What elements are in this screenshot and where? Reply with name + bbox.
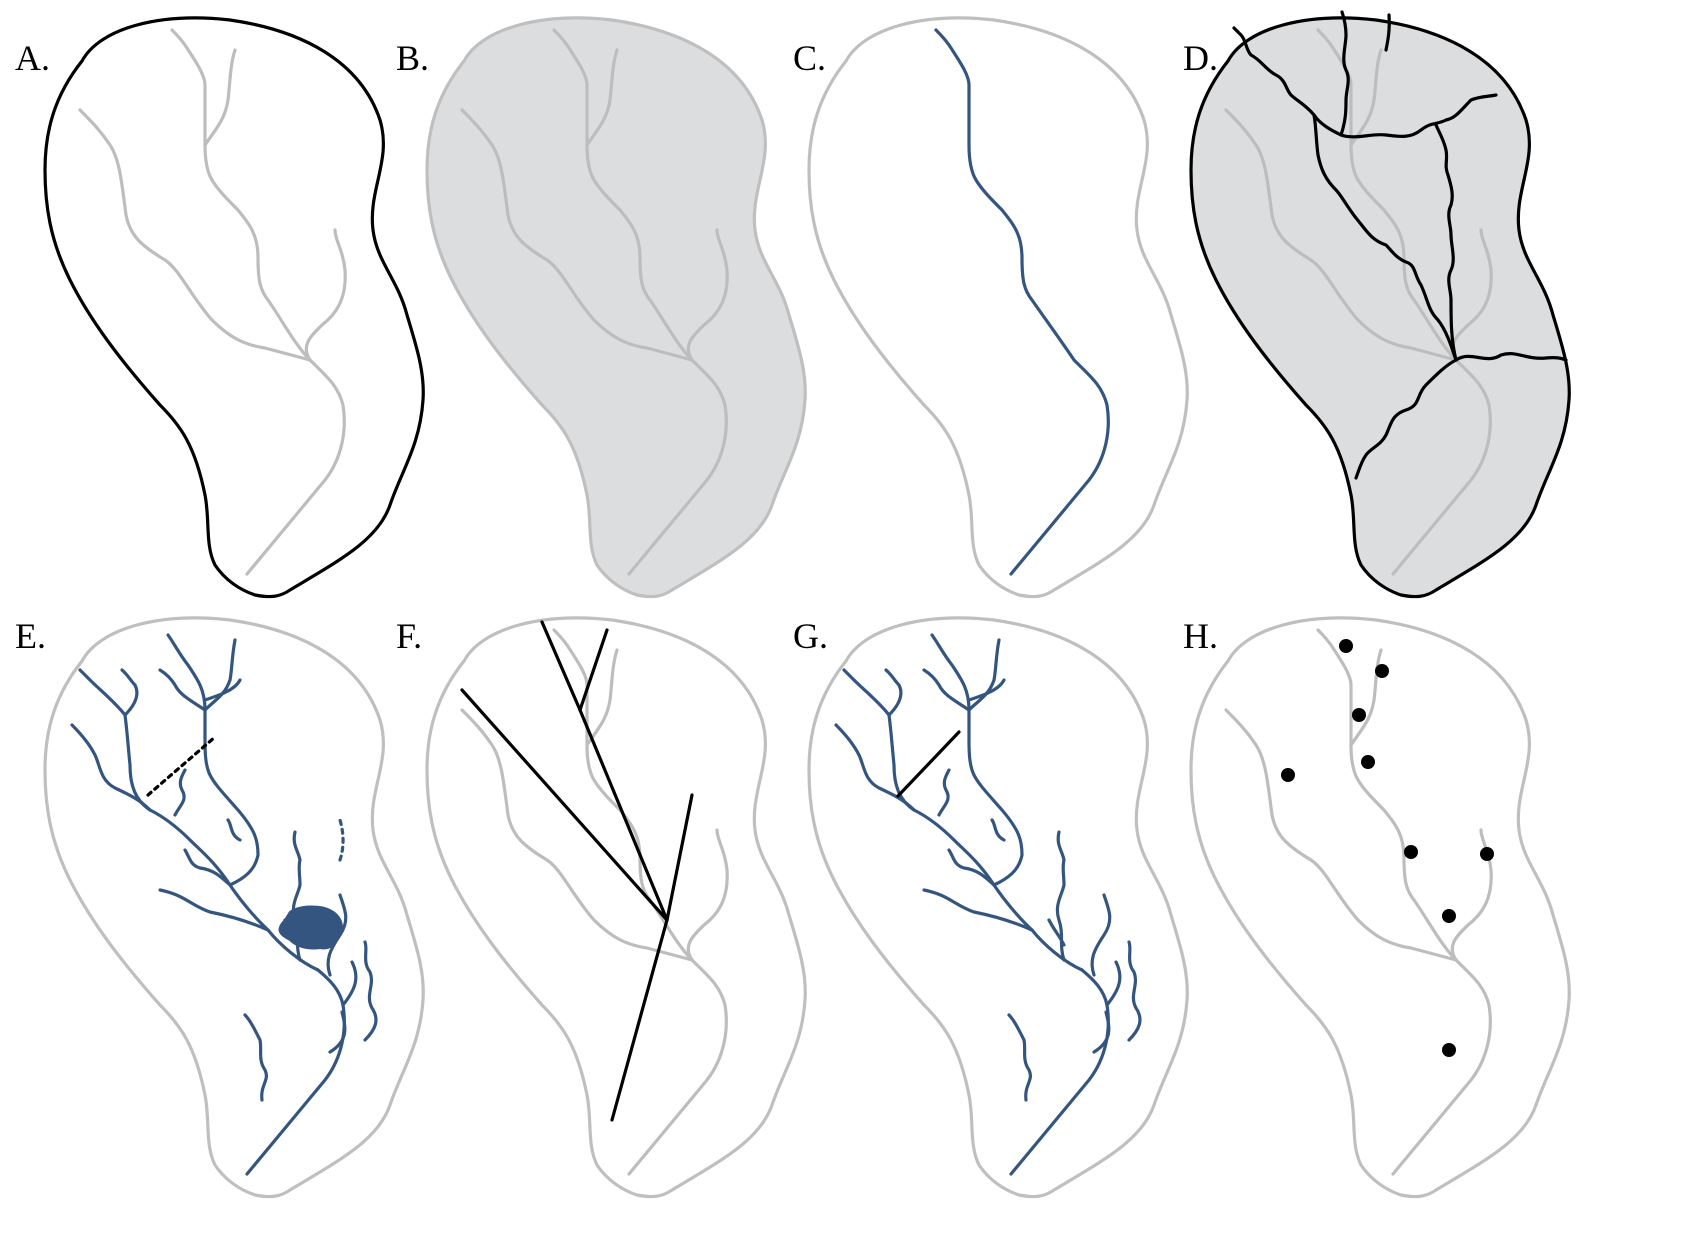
panel-label: D. [1183, 38, 1218, 78]
panel-h [1189, 616, 1571, 1199]
node-point [1442, 1043, 1456, 1057]
stream-network-blue [834, 633, 1142, 1176]
node-markers [1281, 639, 1494, 1057]
watershed-boundary [807, 616, 1189, 1199]
main-channel [934, 28, 1110, 576]
panel-f [425, 616, 807, 1199]
node-point [1442, 909, 1456, 923]
panel-e [43, 616, 425, 1199]
panel-label: H. [1183, 616, 1218, 656]
panel-label: A. [15, 38, 50, 78]
watershed-boundary [807, 16, 1189, 599]
stream-network-gray [460, 628, 729, 1176]
lake-waterbody [278, 905, 343, 950]
panel-c [807, 16, 1189, 599]
dashed-stream-segment [338, 818, 345, 862]
straight-line-network [460, 620, 694, 1122]
node-point [1361, 755, 1375, 769]
panel-d [1189, 10, 1571, 599]
watershed-boundary [43, 616, 425, 1199]
panel-labels: A. B. C. D. E. F. G. H. [15, 38, 1218, 656]
node-point [1281, 768, 1295, 782]
panel-g [807, 616, 1189, 1199]
panel-label: C. [793, 38, 826, 78]
panel-label: B. [396, 38, 429, 78]
panel-label: F. [396, 616, 422, 656]
node-point [1339, 639, 1353, 653]
subbasin-divides [1232, 10, 1568, 480]
watershed-boundary [43, 16, 425, 599]
stream-network-blue [70, 633, 378, 1176]
missing-connector-dotted [146, 735, 217, 797]
node-point [1480, 847, 1494, 861]
panel-a [43, 16, 425, 599]
node-point [1404, 845, 1418, 859]
panel-label: G. [793, 616, 828, 656]
node-point [1352, 708, 1366, 722]
connector-solid [896, 730, 961, 798]
watershed-boundary [1189, 616, 1571, 1199]
node-point [1375, 664, 1389, 678]
stream-network-gray [78, 28, 347, 576]
panel-label: E. [15, 616, 46, 656]
panel-b [425, 16, 807, 599]
watershed-area-fill [425, 16, 807, 599]
watershed-boundary [1189, 16, 1571, 599]
